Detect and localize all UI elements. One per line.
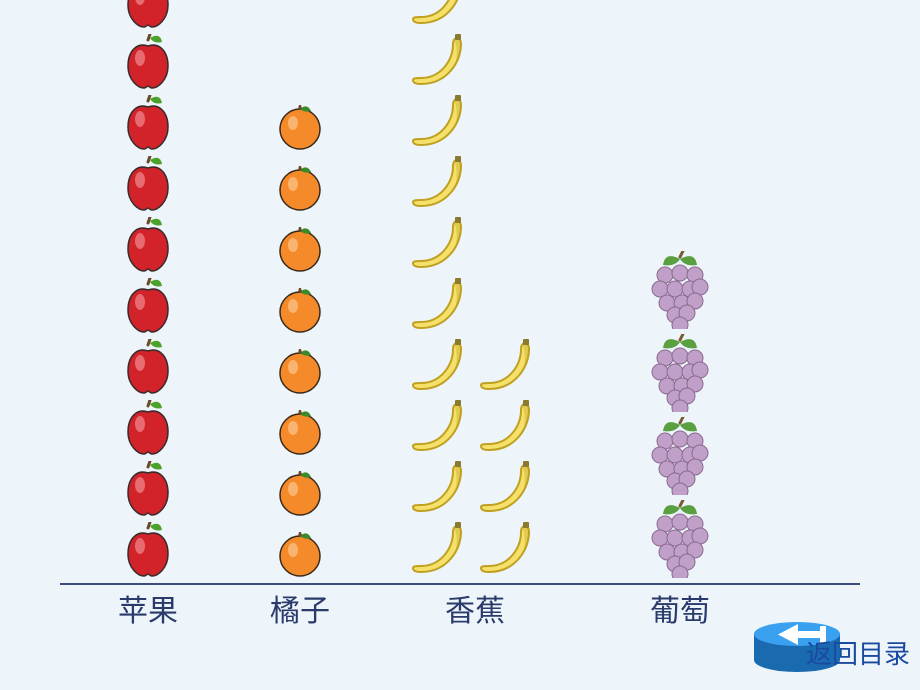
orange-icon: [277, 284, 323, 339]
apple-icon: [126, 339, 170, 400]
apple-icon: [126, 522, 170, 583]
orange-icon: [277, 528, 323, 583]
orange-icon: [277, 101, 323, 156]
apple-icon: [126, 156, 170, 217]
banana-icon: [407, 522, 475, 583]
banana-icon: [407, 34, 475, 95]
grape-icon: [645, 500, 715, 583]
back-to-contents-button[interactable]: 返回目录: [752, 612, 902, 682]
banana-icon: [475, 400, 543, 461]
banana-icon: [407, 217, 475, 278]
banana-icon: [407, 278, 475, 339]
apple-icon: [126, 278, 170, 339]
grape-icon: [645, 334, 715, 417]
apple-icon: [126, 400, 170, 461]
banana-icon: [407, 0, 475, 34]
grape-icon: [645, 417, 715, 500]
category-label-apple: 苹果: [118, 586, 178, 630]
column-orange: [277, 95, 323, 583]
apple-icon: [126, 461, 170, 522]
orange-icon: [277, 223, 323, 278]
pictograph-chart: 苹果 橘子 香蕉 葡萄: [60, 10, 860, 630]
x-axis-labels: 苹果 橘子 香蕉 葡萄: [60, 585, 860, 630]
grape-icon: [645, 251, 715, 334]
banana-icon: [475, 339, 543, 400]
orange-icon: [277, 345, 323, 400]
orange-icon: [277, 406, 323, 461]
category-label-orange: 橘子: [270, 586, 330, 630]
banana-icon: [407, 400, 475, 461]
banana-icon: [475, 522, 543, 583]
apple-icon: [126, 217, 170, 278]
column-banana: [407, 0, 543, 583]
category-label-grape: 葡萄: [650, 586, 710, 630]
apple-icon: [126, 34, 170, 95]
banana-icon: [407, 156, 475, 217]
column-apple: [126, 0, 170, 583]
apple-icon: [126, 0, 170, 34]
category-label-banana: 香蕉: [445, 586, 505, 630]
banana-icon: [407, 339, 475, 400]
apple-icon: [126, 95, 170, 156]
banana-icon: [407, 95, 475, 156]
orange-icon: [277, 467, 323, 522]
back-button-label: 返回目录: [806, 634, 910, 671]
banana-icon: [475, 461, 543, 522]
column-grape: [645, 251, 715, 583]
banana-icon: [407, 461, 475, 522]
orange-icon: [277, 162, 323, 217]
